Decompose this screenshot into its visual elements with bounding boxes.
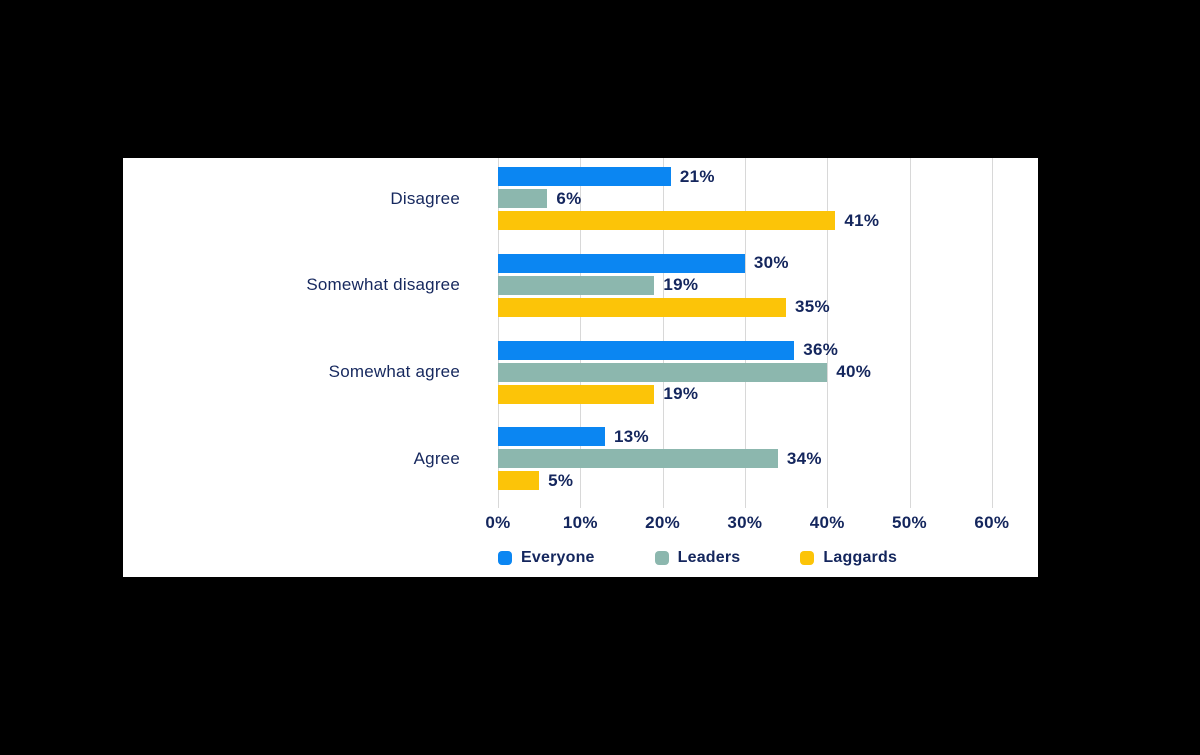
category-label: Disagree	[390, 188, 460, 208]
bar-value-label: 13%	[613, 426, 649, 446]
x-tick-label: 50%	[892, 513, 927, 532]
bar-everyone	[498, 167, 671, 186]
legend-item-laggards: Laggards	[800, 549, 897, 567]
gridline	[991, 158, 993, 508]
bar-value-label: 40%	[836, 362, 872, 382]
gridline	[580, 158, 582, 508]
gridline	[827, 158, 829, 508]
x-tick-label: 10%	[562, 513, 598, 532]
legend-label: Laggards	[823, 549, 898, 566]
legend-swatch-icon	[800, 551, 815, 565]
legend-item-everyone: Everyone	[498, 549, 595, 567]
legend-swatch-icon	[498, 551, 512, 565]
bar-leaders	[498, 275, 655, 295]
bar-row: 5%	[498, 470, 1038, 491]
category-label: Somewhat agree	[328, 362, 460, 382]
gridline	[662, 158, 664, 508]
bar-value-label: 36%	[803, 340, 839, 360]
bar-value-label: 5%	[548, 470, 574, 490]
bar-value-label: 21%	[679, 166, 715, 186]
bar-group: 13% 34% 5%	[498, 426, 1038, 491]
bar-row: 21%	[498, 167, 1038, 186]
x-tick-label: 0%	[485, 513, 511, 532]
legend: Everyone Leaders Laggards	[498, 549, 897, 567]
legend-item-leaders: Leaders	[654, 549, 741, 567]
bar-row: 30%	[498, 253, 1038, 273]
bar-group: 30% 19% 35%	[498, 253, 1038, 317]
gridline	[498, 158, 499, 508]
bar-row: 19%	[498, 275, 1038, 295]
category-label: Agree	[413, 448, 460, 468]
bar-value-label: 34%	[786, 448, 822, 468]
x-tick-label: 20%	[645, 513, 681, 532]
x-axis: 0% 10% 20% 30% 40% 50% 60%	[123, 513, 1038, 537]
x-tick-label: 60%	[974, 513, 1010, 532]
gridline	[909, 158, 911, 508]
bar-laggards	[498, 384, 655, 404]
bar-laggards	[498, 471, 540, 491]
bar-row: 13%	[498, 426, 1038, 447]
x-tick-label: 30%	[727, 513, 763, 532]
bar-value-label: 19%	[663, 384, 699, 404]
bar-row: 6%	[498, 189, 1038, 208]
bar-everyone	[498, 340, 795, 360]
bar-leaders	[498, 362, 828, 382]
bar-value-label: 41%	[844, 210, 880, 230]
category-label: Somewhat disagree	[306, 275, 460, 295]
x-tick-label: 40%	[809, 513, 845, 532]
bar-laggards	[498, 297, 787, 317]
bar-group: 21% 6% 41%	[498, 167, 1038, 230]
bar-row: 19%	[498, 384, 1038, 404]
bar-leaders	[498, 449, 778, 469]
bar-leaders	[498, 189, 548, 208]
legend-swatch-icon	[654, 551, 669, 565]
survey-bar-chart: Disagree Somewhat disagree Somewhat agree A…	[123, 158, 1038, 577]
gridline	[744, 158, 746, 508]
bar-row: 36%	[498, 340, 1038, 360]
plot-area: 21% 6% 41% 30% 19% 35% 36% 40% 19% 13% 34% 5%	[498, 158, 1038, 508]
legend-label: Leaders	[677, 549, 741, 566]
bar-value-label: 6%	[556, 188, 582, 208]
legend-label: Everyone	[521, 549, 595, 566]
bar-group: 36% 40% 19%	[498, 340, 1038, 404]
bar-laggards	[498, 211, 836, 230]
bar-row: 34%	[498, 448, 1038, 469]
bar-everyone	[498, 253, 745, 273]
bar-value-label: 30%	[753, 253, 789, 273]
bar-value-label: 19%	[663, 275, 699, 295]
category-axis: Disagree Somewhat disagree Somewhat agree A…	[123, 158, 460, 508]
bar-row: 41%	[498, 211, 1038, 230]
bar-everyone	[498, 427, 605, 447]
bar-value-label: 35%	[795, 297, 830, 317]
bar-row: 40%	[498, 362, 1038, 382]
bar-row: 35%	[498, 297, 1038, 317]
